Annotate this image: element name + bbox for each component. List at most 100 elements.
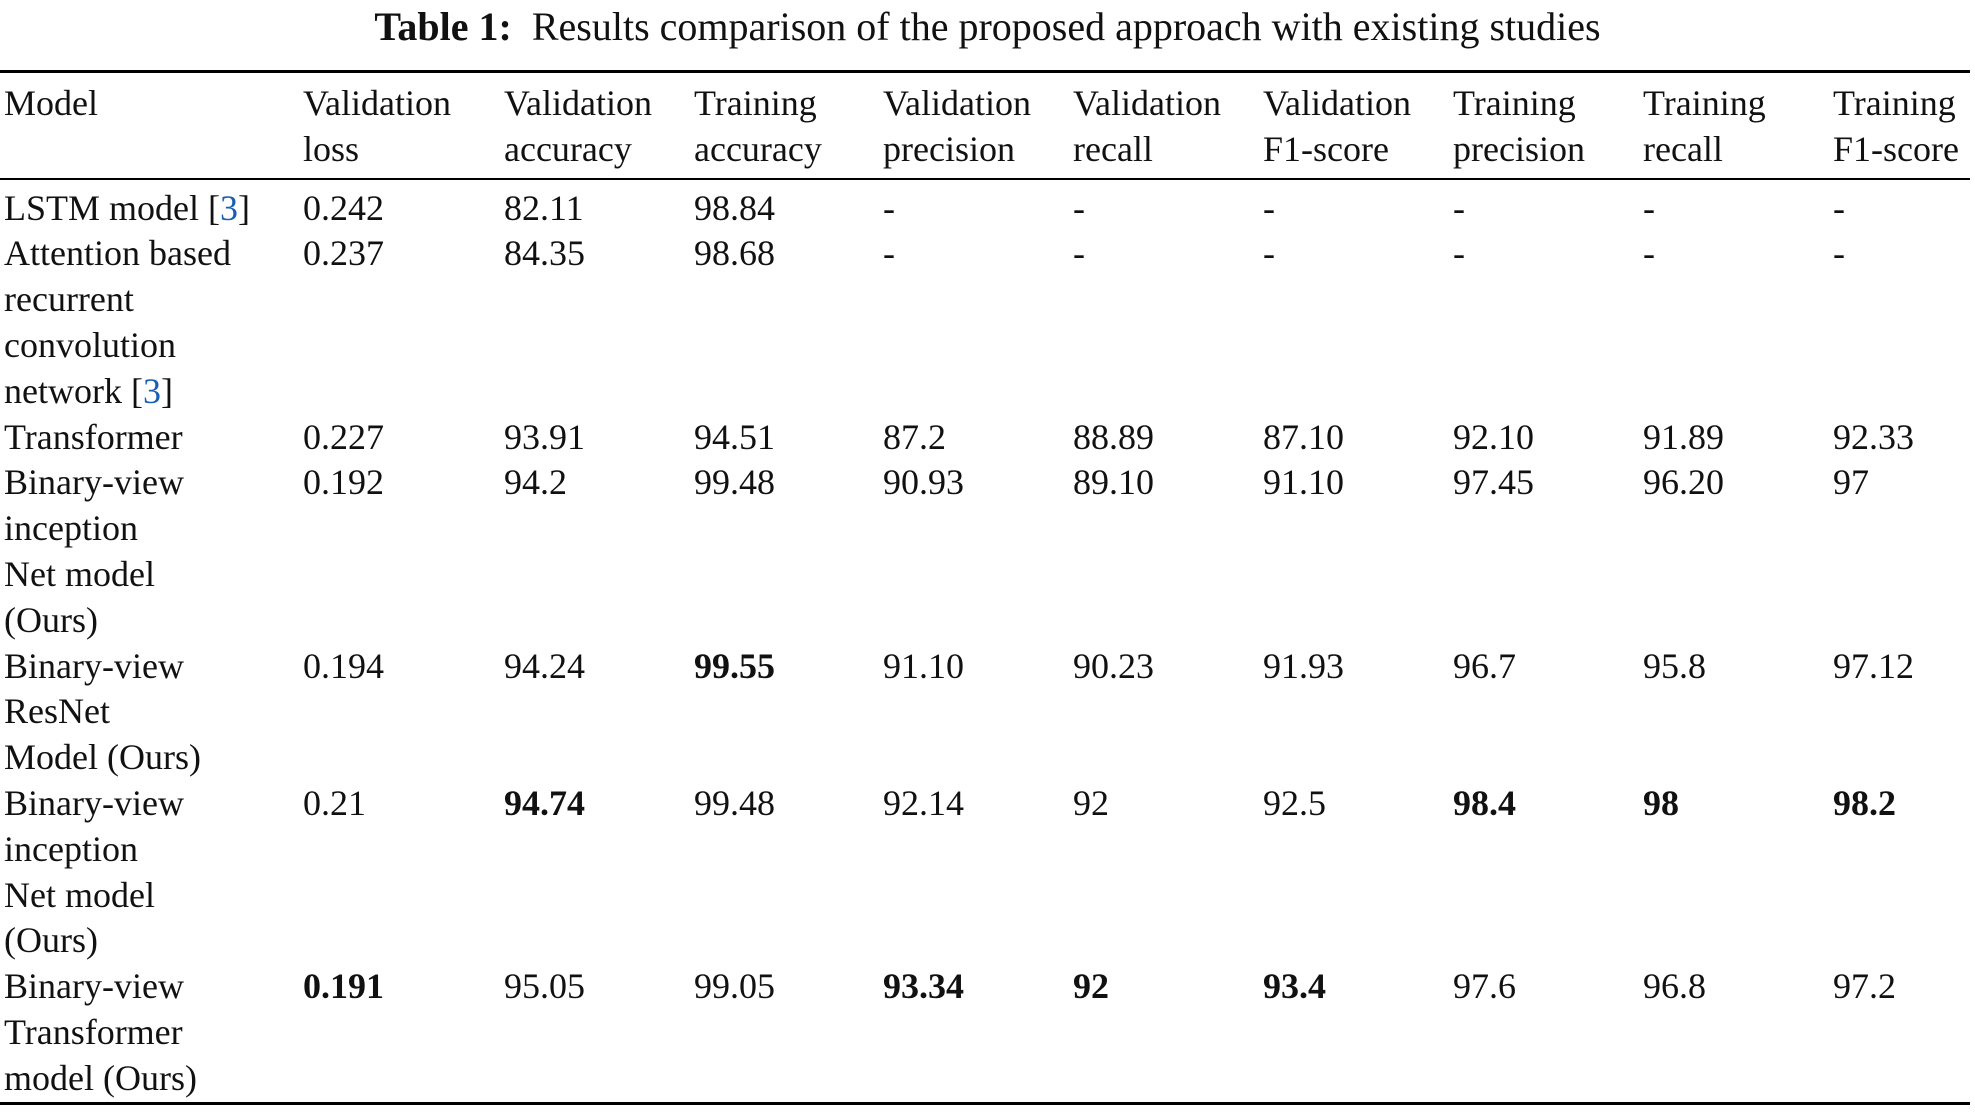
value-cell: - <box>1453 187 1465 228</box>
value-cell: 97.2 <box>1833 966 1896 1007</box>
value-cell: - <box>1833 233 1845 274</box>
value-cell: 98 <box>1643 782 1679 823</box>
column-header: Training precision <box>1453 83 1585 169</box>
value-cell: 94.74 <box>504 782 585 823</box>
value-cell: - <box>1073 187 1085 228</box>
value-cell: 0.192 <box>303 462 384 503</box>
value-cell: 82.11 <box>504 187 584 228</box>
value-cell: 99.48 <box>694 782 775 823</box>
value-cell: 97.45 <box>1453 462 1534 503</box>
value-cell: 94.51 <box>694 416 775 457</box>
value-cell: 97 <box>1833 462 1869 503</box>
value-cell: 96.8 <box>1643 966 1706 1007</box>
caption-label: Table 1: <box>374 4 512 49</box>
value-cell: 91.10 <box>1263 462 1344 503</box>
value-cell: 99.55 <box>694 645 775 686</box>
value-cell: 92.14 <box>883 782 964 823</box>
value-cell: 94.2 <box>504 462 567 503</box>
column-header: Model <box>4 83 98 123</box>
value-cell: 90.23 <box>1073 645 1154 686</box>
citation-bracket: ] <box>160 370 173 411</box>
value-cell: 0.194 <box>303 645 384 686</box>
value-cell: 93.34 <box>883 966 964 1007</box>
model-cell: Transformer <box>0 415 299 461</box>
value-cell: - <box>883 233 895 274</box>
column-header: Training F1-score <box>1833 83 1959 169</box>
column-header: Training recall <box>1643 83 1766 169</box>
value-cell: 95.8 <box>1643 645 1706 686</box>
value-cell: 88.89 <box>1073 416 1154 457</box>
citation-link[interactable]: 3 <box>142 370 161 411</box>
value-cell: 94.24 <box>504 645 585 686</box>
model-cell: Binary-view inception Net model (Ours) <box>0 460 299 643</box>
table-row: LSTM model [3] 0.242 82.11 98.84- - - - - - <box>0 179 1970 232</box>
citation-bracket: ] <box>237 187 250 228</box>
value-cell: 93.4 <box>1263 966 1326 1007</box>
value-cell: 84.35 <box>504 233 585 274</box>
value-cell: - <box>1833 187 1845 228</box>
value-cell: 90.93 <box>883 462 964 503</box>
model-name: Binary-view ResNet Model (Ours) <box>4 645 201 778</box>
value-cell: - <box>1643 187 1655 228</box>
value-cell: 92 <box>1073 782 1109 823</box>
model-cell: LSTM model [3] <box>0 179 299 232</box>
value-cell: 98.84 <box>694 187 775 228</box>
table-row: Binary-view inception Net model (Ours) 0.… <box>0 460 1970 643</box>
model-name: Binary-view Transformer model (Ours) <box>4 966 197 1098</box>
value-cell: 91.93 <box>1263 645 1344 686</box>
value-cell: 98.4 <box>1453 782 1516 823</box>
column-header: Validation loss <box>303 83 451 169</box>
citation-link[interactable]: 3 <box>219 187 238 228</box>
value-cell: 98.68 <box>694 233 775 274</box>
column-header: Validation accuracy <box>504 83 652 169</box>
caption-text: Results comparison of the proposed appro… <box>531 4 1601 49</box>
value-cell: 92.10 <box>1453 416 1534 457</box>
value-cell: 91.10 <box>883 645 964 686</box>
value-cell: 0.191 <box>303 966 384 1007</box>
table-row: Transformer 0.227 93.91 94.51 87.2 88.89 87.10… <box>0 415 1970 461</box>
column-header: Validation recall <box>1073 83 1221 169</box>
table-row: Binary-view ResNet Model (Ours) 0.194 94.2… <box>0 644 1970 781</box>
value-cell: 96.7 <box>1453 645 1516 686</box>
value-cell: 92.5 <box>1263 782 1326 823</box>
value-cell: - <box>1263 233 1275 274</box>
value-cell: - <box>1263 187 1275 228</box>
value-cell: 96.20 <box>1643 462 1724 503</box>
value-cell: 87.2 <box>883 416 946 457</box>
value-cell: 98.2 <box>1833 782 1896 823</box>
value-cell: 93.91 <box>504 416 585 457</box>
header-row: Model Validation loss Validation accuracy T… <box>0 71 1970 179</box>
value-cell: 0.21 <box>303 782 366 823</box>
column-header: Validation F1-score <box>1263 83 1411 169</box>
value-cell: - <box>1453 233 1465 274</box>
model-name: Binary-view inception Net model (Ours) <box>4 462 184 640</box>
model-name: Binary-view inception Net model (Ours) <box>4 782 184 961</box>
column-header: Training accuracy <box>694 83 822 169</box>
value-cell: 99.05 <box>694 966 775 1007</box>
model-cell: Attention based recurrent convolution ne… <box>0 231 299 414</box>
model-cell: Binary-view Transformer model (Ours) <box>0 964 299 1103</box>
value-cell: - <box>883 187 895 228</box>
results-table: Model Validation loss Validation accuracy T… <box>0 70 1970 1105</box>
model-cell: Binary-view ResNet Model (Ours) <box>0 644 299 781</box>
value-cell: 97.6 <box>1453 966 1516 1007</box>
table-row: Binary-view Transformer model (Ours) 0.19… <box>0 964 1970 1104</box>
value-cell: 0.227 <box>303 416 384 457</box>
model-name: LSTM model [ <box>4 187 220 228</box>
value-cell: 89.10 <box>1073 462 1154 503</box>
value-cell: 0.237 <box>303 233 384 274</box>
value-cell: 97.12 <box>1833 645 1914 686</box>
table-row: Binary-view inception Net model (Ours) 0.… <box>0 781 1970 964</box>
table-row: Attention based recurrent convolution ne… <box>0 231 1970 414</box>
model-cell: Binary-view inception Net model (Ours) <box>0 781 299 964</box>
value-cell: - <box>1073 233 1085 274</box>
value-cell: 95.05 <box>504 966 585 1007</box>
value-cell: 99.48 <box>694 462 775 503</box>
value-cell: 92 <box>1073 966 1109 1007</box>
value-cell: - <box>1643 233 1655 274</box>
value-cell: 92.33 <box>1833 416 1914 457</box>
value-cell: 87.10 <box>1263 416 1344 457</box>
column-header: Validation precision <box>883 83 1031 169</box>
model-name: Attention based recurrent convolution ne… <box>4 233 231 411</box>
table-caption: Table 1: Results comparison of the propo… <box>0 4 1975 50</box>
